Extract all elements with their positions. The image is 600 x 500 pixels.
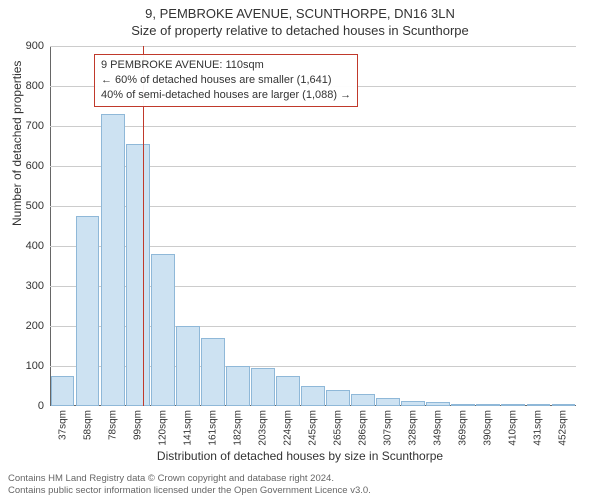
histogram-bar: [301, 386, 325, 406]
x-tick-label: 120sqm: [157, 410, 168, 446]
x-tick-label: 265sqm: [333, 410, 344, 446]
histogram-bar: [251, 368, 275, 406]
histogram-bar: [51, 376, 75, 406]
y-tick-label: 300: [26, 280, 44, 292]
y-axis-line: [50, 46, 51, 406]
histogram-bar: [151, 254, 175, 406]
x-tick-label: 369sqm: [458, 410, 469, 446]
histogram-bar: [527, 404, 551, 406]
y-tick-label: 600: [26, 160, 44, 172]
gridline: [50, 126, 576, 127]
chart-container: 9, PEMBROKE AVENUE, SCUNTHORPE, DN16 3LN…: [0, 0, 600, 500]
footer-line-1: Contains HM Land Registry data © Crown c…: [8, 473, 371, 484]
gridline: [50, 46, 576, 47]
y-tick-label: 0: [38, 400, 44, 412]
x-tick-label: 58sqm: [82, 410, 93, 440]
histogram-bar: [76, 216, 100, 406]
plot-area: 010020030040050060070080090037sqm58sqm78…: [50, 46, 576, 406]
chart-subtitle: Size of property relative to detached ho…: [0, 21, 600, 42]
x-tick-label: 410sqm: [508, 410, 519, 446]
annotation-line: 9 PEMBROKE AVENUE: 110sqm: [101, 58, 351, 73]
histogram-bar: [326, 390, 350, 406]
footer-line-2: Contains public sector information licen…: [8, 485, 371, 496]
histogram-bar: [552, 404, 576, 406]
y-tick-label: 800: [26, 80, 44, 92]
x-tick-label: 286sqm: [358, 410, 369, 446]
y-tick-label: 100: [26, 360, 44, 372]
x-tick-label: 203sqm: [257, 410, 268, 446]
footer-text: Contains HM Land Registry data © Crown c…: [8, 473, 371, 496]
histogram-bar: [176, 326, 200, 406]
histogram-bar: [426, 402, 450, 406]
y-tick-label: 900: [26, 40, 44, 52]
histogram-bar: [126, 144, 150, 406]
histogram-bar: [476, 404, 500, 406]
histogram-bar: [451, 404, 475, 406]
y-tick-label: 400: [26, 240, 44, 252]
y-tick-label: 500: [26, 200, 44, 212]
x-tick-label: 390sqm: [483, 410, 494, 446]
x-tick-label: 431sqm: [533, 410, 544, 446]
x-tick-label: 37sqm: [57, 410, 68, 440]
histogram-bar: [101, 114, 125, 406]
x-tick-label: 349sqm: [433, 410, 444, 446]
y-tick-label: 200: [26, 320, 44, 332]
x-tick-label: 182sqm: [232, 410, 243, 446]
y-tick-label: 700: [26, 120, 44, 132]
histogram-bar: [276, 376, 300, 406]
x-tick-label: 328sqm: [408, 410, 419, 446]
histogram-bar: [501, 404, 525, 406]
annotation-line: 40% of semi-detached houses are larger (…: [101, 88, 351, 103]
x-tick-label: 161sqm: [207, 410, 218, 446]
x-tick-label: 307sqm: [383, 410, 394, 446]
x-axis-title: Distribution of detached houses by size …: [0, 449, 600, 463]
x-tick-label: 224sqm: [282, 410, 293, 446]
x-tick-label: 78sqm: [107, 410, 118, 440]
annotation-line: ← 60% of detached houses are smaller (1,…: [101, 73, 351, 88]
histogram-bar: [201, 338, 225, 406]
histogram-bar: [401, 401, 425, 406]
y-axis-title: Number of detached properties: [10, 61, 24, 226]
chart-title: 9, PEMBROKE AVENUE, SCUNTHORPE, DN16 3LN: [0, 0, 600, 21]
x-tick-label: 141sqm: [182, 410, 193, 446]
x-tick-label: 452sqm: [558, 410, 569, 446]
x-tick-label: 245sqm: [308, 410, 319, 446]
histogram-bar: [226, 366, 250, 406]
annotation-box: 9 PEMBROKE AVENUE: 110sqm← 60% of detach…: [94, 54, 358, 107]
x-tick-label: 99sqm: [132, 410, 143, 440]
histogram-bar: [351, 394, 375, 406]
histogram-bar: [376, 398, 400, 406]
